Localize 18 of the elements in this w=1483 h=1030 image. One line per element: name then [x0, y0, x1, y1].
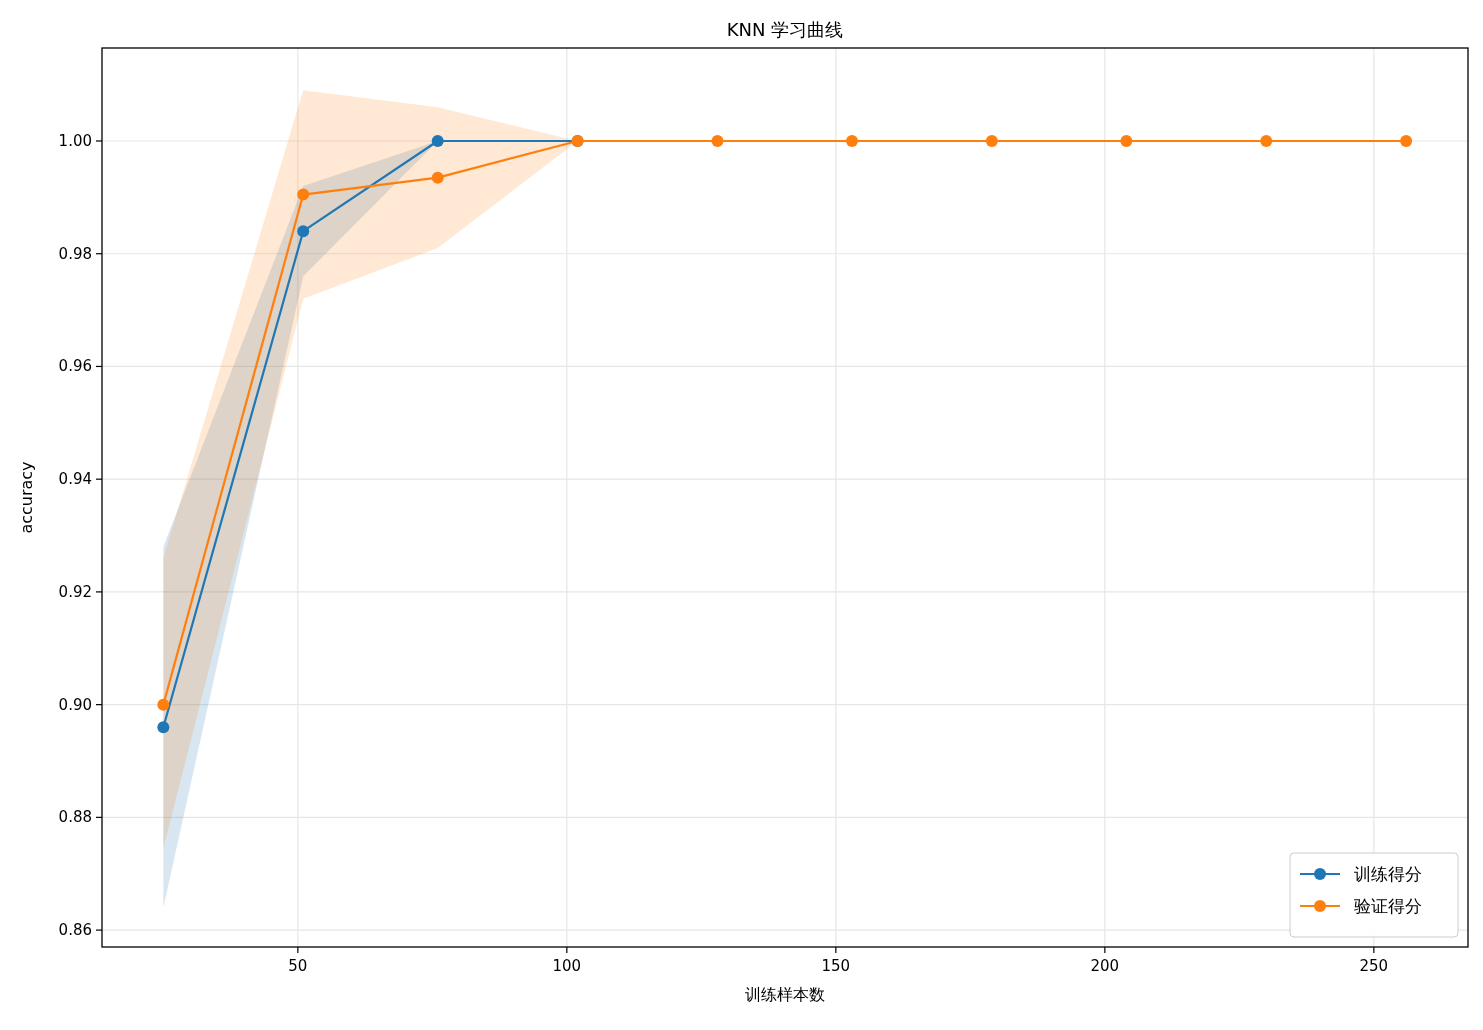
y-tick-label: 0.94	[58, 470, 92, 489]
y-tick-label: 0.90	[58, 695, 92, 714]
x-tick-label: 250	[1359, 957, 1389, 975]
y-tick-label: 0.98	[58, 244, 92, 263]
x-tick-label: 150	[821, 957, 851, 975]
legend-label: 训练得分	[1354, 864, 1422, 884]
chart-title: KNN 学习曲线	[726, 19, 844, 40]
y-tick-label: 0.92	[58, 582, 92, 601]
y-axis-title: accuracy	[17, 461, 36, 534]
y-tick-label: 0.88	[58, 808, 92, 827]
x-axis-title: 训练样本数	[745, 985, 825, 1004]
x-tick-label: 50	[288, 957, 308, 975]
y-tick-label: 0.86	[58, 921, 92, 940]
y-tick-label: 1.00	[58, 132, 92, 150]
y-tick-label: 0.96	[58, 357, 92, 376]
legend-label: 验证得分	[1354, 896, 1422, 916]
x-tick-label: 200	[1090, 957, 1120, 975]
x-tick-label: 100	[552, 957, 582, 975]
